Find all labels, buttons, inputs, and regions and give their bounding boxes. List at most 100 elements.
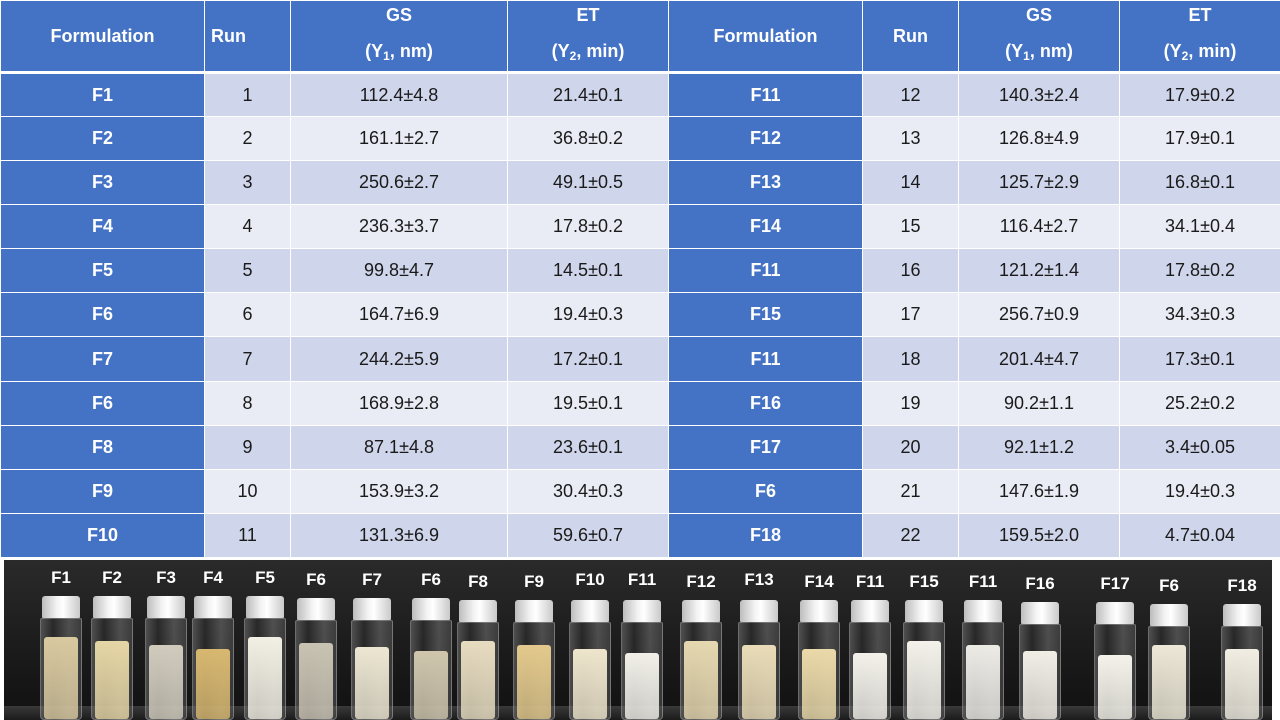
vial xyxy=(295,598,337,720)
gs-cell: 256.7±0.9 xyxy=(958,292,1120,338)
run-cell: 1 xyxy=(204,71,291,118)
gs-cell: 112.4±4.8 xyxy=(290,71,508,118)
table-row: F1 1 112.4±4.8 21.4±0.1 F11 12 140.3±2.4 17.9±0… xyxy=(0,71,1280,118)
vial-glass xyxy=(192,618,234,720)
vial-label: F13 xyxy=(744,570,774,589)
run-cell: 5 xyxy=(204,248,291,294)
vial-glass xyxy=(738,622,780,720)
vial xyxy=(849,600,891,720)
run-cell: 17 xyxy=(862,292,959,338)
vial xyxy=(569,600,611,720)
run-cell: 11 xyxy=(204,512,291,559)
vial-contents xyxy=(907,641,941,719)
vial xyxy=(145,596,187,720)
gs-cell: 121.2±1.4 xyxy=(958,248,1120,294)
et-cell: 17.2±0.1 xyxy=(507,336,669,382)
run-header: Run xyxy=(862,0,959,74)
et-cell: 36.8±0.2 xyxy=(507,116,669,162)
vial-cap xyxy=(246,596,284,618)
formulation-cell: F11 xyxy=(668,248,863,294)
run-cell: 14 xyxy=(862,160,959,206)
et-cell: 17.3±0.1 xyxy=(1119,336,1280,382)
gs-cell: 87.1±4.8 xyxy=(290,424,508,470)
formulation-cell: F15 xyxy=(668,292,863,338)
vial xyxy=(1221,604,1263,720)
gs-cell: 147.6±1.9 xyxy=(958,468,1120,514)
vial-glass xyxy=(1094,624,1136,720)
vial-label: F11 xyxy=(968,572,998,591)
vial-contents xyxy=(684,641,718,719)
et-cell: 59.6±0.7 xyxy=(507,512,669,559)
gs-cell: 161.1±2.7 xyxy=(290,116,508,162)
vial-label: F7 xyxy=(362,570,382,589)
et-cell: 34.3±0.3 xyxy=(1119,292,1280,338)
table-row: F9 10 153.9±3.2 30.4±0.3 F6 21 147.6±1.9 19.4±0… xyxy=(0,468,1280,514)
run-cell: 3 xyxy=(204,160,291,206)
vial-cap xyxy=(623,600,661,622)
gs-cell: 131.3±6.9 xyxy=(290,512,508,559)
formulation-cell: F14 xyxy=(668,204,863,250)
run-cell: 13 xyxy=(862,116,959,162)
vial-cap xyxy=(459,600,497,622)
vial-cap xyxy=(147,596,185,618)
vial-cap xyxy=(682,600,720,622)
vial-contents xyxy=(355,647,389,719)
vial-glass xyxy=(513,622,555,720)
formulation-cell: F11 xyxy=(668,71,863,118)
vial-contents xyxy=(461,641,495,719)
table-row: F10 11 131.3±6.9 59.6±0.7 F18 22 159.5±2.0 4.7±… xyxy=(0,512,1280,559)
vial xyxy=(40,596,82,720)
results-table: Formulation Run GS (Y1, nm) ET (Y2, min)… xyxy=(0,0,1280,559)
vial-glass xyxy=(351,620,393,720)
run-cell: 22 xyxy=(862,512,959,559)
run-cell: 19 xyxy=(862,380,959,426)
vial-glass xyxy=(410,620,452,720)
run-cell: 6 xyxy=(204,292,291,338)
vial-glass xyxy=(91,618,133,720)
et-cell: 23.6±0.1 xyxy=(507,424,669,470)
run-cell: 4 xyxy=(204,204,291,250)
vial-label: F11 xyxy=(627,570,657,589)
run-cell: 20 xyxy=(862,424,959,470)
formulation-cell: F6 xyxy=(0,292,205,338)
run-cell: 16 xyxy=(862,248,959,294)
et-cell: 21.4±0.1 xyxy=(507,71,669,118)
gs-cell: 153.9±3.2 xyxy=(290,468,508,514)
vial-contents xyxy=(248,637,282,719)
run-cell: 7 xyxy=(204,336,291,382)
vial-cap xyxy=(412,598,450,620)
et-cell: 34.1±0.4 xyxy=(1119,204,1280,250)
vial-cap xyxy=(515,600,553,622)
vial-cap xyxy=(1096,602,1134,624)
table-row: F6 6 164.7±6.9 19.4±0.3 F15 17 256.7±0.9 34.3±0… xyxy=(0,292,1280,338)
vial-contents xyxy=(44,637,78,719)
table-row: F2 2 161.1±2.7 36.8±0.2 F12 13 126.8±4.9 17.9±0… xyxy=(0,116,1280,162)
vial-contents xyxy=(1023,651,1057,719)
vial xyxy=(1019,602,1061,720)
gs-cell: 201.4±4.7 xyxy=(958,336,1120,382)
vial-contents xyxy=(1098,655,1132,719)
vial-contents xyxy=(517,645,551,719)
formulation-cell: F17 xyxy=(668,424,863,470)
vial-cap xyxy=(1150,604,1188,626)
et-cell: 16.8±0.1 xyxy=(1119,160,1280,206)
et-cell: 30.4±0.3 xyxy=(507,468,669,514)
header-row: Formulation Run GS (Y1, nm) ET (Y2, min)… xyxy=(0,0,1280,74)
vial-label: F18 xyxy=(1227,576,1257,595)
vials-photo: F F1F2F3F4F5F6F7F6F8F9F10F11F12F13F14F11… xyxy=(4,560,1272,720)
vial-contents xyxy=(299,643,333,719)
vial xyxy=(410,598,452,720)
et-cell: 49.1±0.5 xyxy=(507,160,669,206)
gs-cell: 236.3±3.7 xyxy=(290,204,508,250)
formulation-cell: F16 xyxy=(668,380,863,426)
formulation-cell: F18 xyxy=(668,512,863,559)
vial-contents xyxy=(149,645,183,719)
gs-cell: 168.9±2.8 xyxy=(290,380,508,426)
vial-cap xyxy=(800,600,838,622)
vial-contents xyxy=(802,649,836,719)
et-cell: 17.8±0.2 xyxy=(507,204,669,250)
gs-cell: 244.2±5.9 xyxy=(290,336,508,382)
et-cell: 25.2±0.2 xyxy=(1119,380,1280,426)
vial-cap xyxy=(740,600,778,622)
vial-glass xyxy=(295,620,337,720)
